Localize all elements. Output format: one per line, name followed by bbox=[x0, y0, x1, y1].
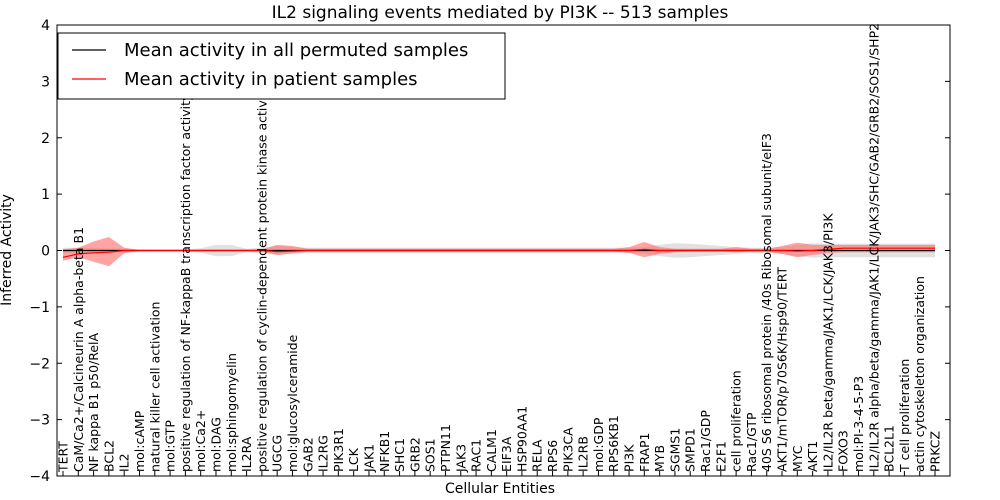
x-tick-label: Rac1/GTP bbox=[744, 412, 759, 472]
x-tick-label: RPS6KB1 bbox=[606, 415, 621, 472]
y-tick-label: −1 bbox=[29, 300, 50, 316]
x-axis-label: Cellular Entities bbox=[445, 481, 555, 497]
x-tick-label: MYC bbox=[790, 445, 805, 472]
x-tick-label: natural killer cell activation bbox=[147, 301, 162, 472]
x-tick-label: SOS1 bbox=[423, 438, 438, 472]
y-tick-label: −4 bbox=[29, 469, 50, 485]
x-tick-label: RELA bbox=[530, 439, 545, 472]
x-tick-label: LCK bbox=[346, 447, 361, 472]
x-tick-label: actin cytoskeleton organization bbox=[912, 276, 927, 472]
series-line-patient bbox=[62, 247, 935, 258]
x-tick-label: SGMS1 bbox=[667, 428, 682, 472]
x-tick-label: JAK3 bbox=[453, 444, 468, 473]
x-tick-label: NF kappa B1 p50/RelA bbox=[86, 332, 101, 472]
x-tick-label: IL2/IL2R beta/gamma/JAK1/LCK/JAK3/PI3K bbox=[820, 213, 835, 472]
legend-label-permuted: Mean activity in all permuted samples bbox=[124, 40, 468, 61]
x-tick-label: UGCG bbox=[270, 435, 285, 472]
x-tick-label: positive regulation of cyclin-dependent … bbox=[254, 84, 269, 472]
x-tick-label: FRAP1 bbox=[637, 433, 652, 472]
x-tick-label: HSP90AA1 bbox=[514, 406, 529, 472]
x-tick-label: IL2RG bbox=[316, 435, 331, 472]
x-tick-label: AKT1 bbox=[805, 441, 820, 472]
x-tick-label: mol:DAG bbox=[209, 417, 224, 472]
x-tick-label: BCL2L1 bbox=[882, 425, 897, 472]
x-tick-label: IL2 bbox=[117, 453, 132, 472]
x-tick-label: PIK3CA bbox=[560, 427, 575, 472]
x-tick-label: mol:Ca2+ bbox=[193, 410, 208, 472]
y-tick-label: 0 bbox=[41, 244, 50, 260]
x-tick-label: E2F1 bbox=[713, 441, 728, 472]
x-tick-label: mol:PI-3-4-5-P3 bbox=[851, 376, 866, 472]
chart-title: IL2 signaling events mediated by PI3K --… bbox=[272, 3, 729, 23]
x-tick-label: positive regulation of NF-kappaB transcr… bbox=[178, 93, 193, 472]
x-tick-label: MYB bbox=[652, 445, 667, 472]
x-tick-label: CALM1 bbox=[484, 429, 499, 472]
x-tick-label: mol:cAMP bbox=[132, 410, 147, 472]
x-tick-label: BCL2 bbox=[101, 440, 116, 472]
legend: Mean activity in all permuted samples Me… bbox=[57, 32, 506, 100]
y-axis-label: Inferred Activity bbox=[0, 194, 15, 306]
x-tick-label: IL2RB bbox=[576, 436, 591, 472]
legend-box bbox=[57, 32, 506, 100]
y-tick-label: 1 bbox=[41, 187, 50, 203]
x-tick-label: cell proliferation bbox=[729, 370, 744, 472]
x-tick-label: GAB2 bbox=[300, 437, 315, 472]
x-tick-label: PRKCZ bbox=[928, 431, 943, 472]
y-tick-label: −3 bbox=[29, 413, 50, 429]
y-tick-label: −2 bbox=[29, 356, 50, 372]
x-tick-label: PIK3R1 bbox=[331, 428, 346, 472]
x-tick-label: RPS6 bbox=[545, 440, 560, 472]
x-tick-label: mol:glucosylceramide bbox=[285, 334, 300, 472]
plot-frame bbox=[56, 24, 951, 477]
x-tick-label: CaM/Ca2+/Calcineurin A alpha-beta B1 bbox=[71, 227, 86, 472]
legend-label-patient: Mean activity in patient samples bbox=[124, 69, 418, 90]
y-tick-label: 3 bbox=[41, 74, 50, 90]
x-tick-label: AKT1/mTOR/p70S6K/Hsp90/TERT bbox=[775, 266, 790, 472]
x-tick-label: 40S S6 ribosomal protein /40s Ribosomal … bbox=[759, 133, 774, 472]
x-tick-label: T cell proliferation bbox=[897, 359, 912, 473]
x-tick-label: NFKB1 bbox=[377, 431, 392, 472]
x-tick-label: mol:sphingomyelin bbox=[224, 353, 239, 472]
x-tick-label: PI3K bbox=[622, 444, 637, 472]
x-tick-label: TERT bbox=[56, 441, 71, 473]
x-tick-label: mol:GTP bbox=[163, 420, 178, 472]
x-tick-label: FOXO3 bbox=[836, 430, 851, 472]
y-tick-label: 2 bbox=[41, 131, 50, 147]
x-tick-label: Rac1/GDP bbox=[698, 410, 713, 472]
y-tick-label: 4 bbox=[41, 18, 50, 34]
x-tick-label: SMPD1 bbox=[683, 428, 698, 472]
x-tick-label: EIF3A bbox=[499, 436, 514, 472]
x-tick-label: IL2RA bbox=[239, 436, 254, 472]
x-tick-label: IL2/IL2R alpha/beta/gamma/JAK1/LCK/JAK3/… bbox=[866, 23, 881, 472]
x-tick-label: GRB2 bbox=[407, 437, 422, 472]
x-tick-label: PTPN11 bbox=[438, 424, 453, 472]
x-tick-label: SHC1 bbox=[392, 438, 407, 472]
x-tick-label: mol:GDP bbox=[591, 417, 606, 472]
x-tick-label: JAK1 bbox=[362, 444, 377, 473]
x-tick-label: RAC1 bbox=[469, 439, 484, 472]
